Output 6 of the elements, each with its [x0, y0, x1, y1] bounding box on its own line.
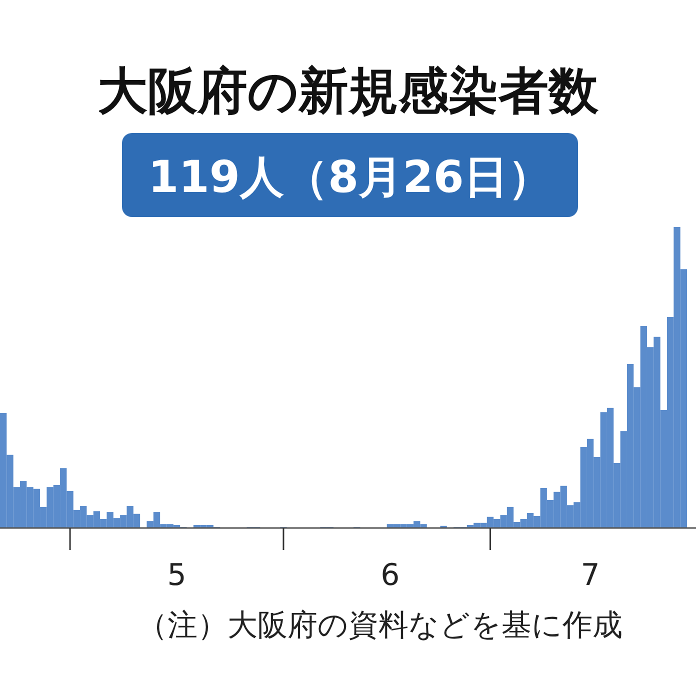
chart-subtitle: 119人（8月26日）: [148, 152, 552, 203]
chart-title: 大阪府の新規感染者数: [98, 62, 600, 120]
x-tick-label: 6: [380, 558, 400, 593]
text: （注）大阪府の資料などを基に作成: [138, 608, 622, 643]
x-tick-label: 7: [580, 558, 600, 593]
x-tick-label: 5: [167, 558, 186, 593]
